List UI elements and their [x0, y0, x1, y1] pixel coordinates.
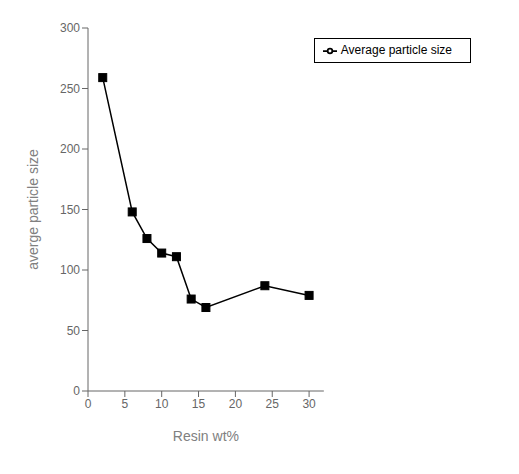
svg-text:50: 50 [67, 324, 81, 338]
svg-text:150: 150 [60, 203, 80, 217]
svg-text:30: 30 [302, 397, 316, 411]
svg-text:300: 300 [60, 21, 80, 35]
svg-text:20: 20 [229, 397, 243, 411]
svg-text:0: 0 [73, 384, 80, 398]
svg-text:Resin wt%: Resin wt% [173, 428, 239, 444]
svg-text:100: 100 [60, 263, 80, 277]
svg-text:15: 15 [192, 397, 206, 411]
svg-text:5: 5 [122, 397, 129, 411]
svg-text:10: 10 [155, 397, 169, 411]
html-text:Average particle size: Average particle size [340, 43, 452, 57]
svg-text:200: 200 [60, 142, 80, 156]
svg-text:0: 0 [85, 397, 92, 411]
svg-text:25: 25 [266, 397, 280, 411]
svg-text:250: 250 [60, 82, 80, 96]
svg-text:averge particle size: averge particle size [25, 149, 41, 270]
